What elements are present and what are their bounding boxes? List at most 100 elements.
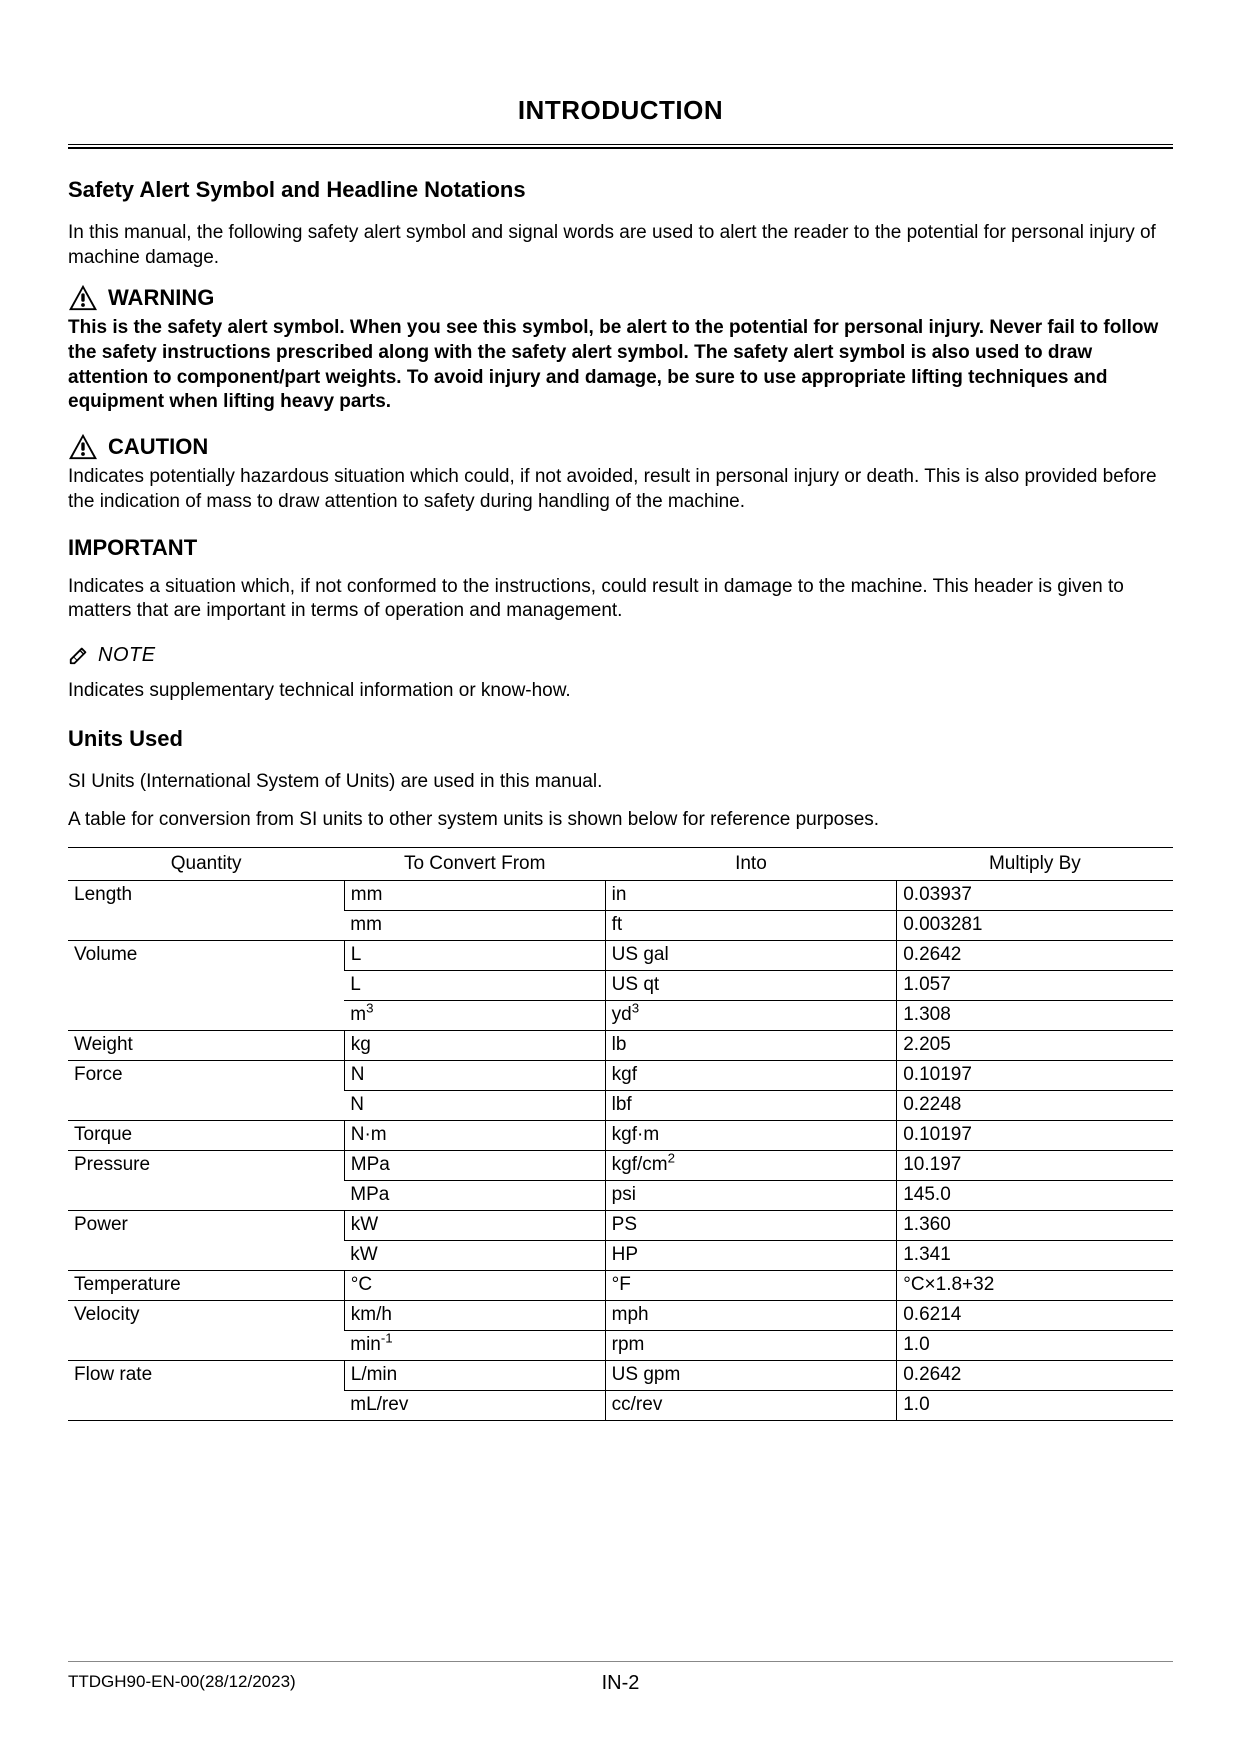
- cell-from: MPa: [344, 1180, 605, 1210]
- cell-multiply: 0.2642: [897, 940, 1173, 970]
- cell-multiply: 1.341: [897, 1240, 1173, 1270]
- table-row: Flow rateL/minUS gpm0.2642: [68, 1360, 1173, 1390]
- note-label: NOTE: [98, 644, 156, 667]
- cell-multiply: 0.10197: [897, 1120, 1173, 1150]
- table-row: Velocitykm/hmph0.6214: [68, 1300, 1173, 1330]
- cell-into: HP: [605, 1240, 897, 1270]
- th-quantity: Quantity: [68, 847, 344, 880]
- note-body: Indicates supplementary technical inform…: [68, 679, 1173, 704]
- cell-multiply: 2.205: [897, 1030, 1173, 1060]
- caution-header: CAUTION: [68, 433, 1173, 461]
- cell-into: rpm: [605, 1330, 897, 1360]
- warning-icon: [68, 284, 98, 312]
- units-p2: A table for conversion from SI units to …: [68, 808, 1173, 833]
- cell-multiply: 0.03937: [897, 880, 1173, 910]
- cell-multiply: 0.003281: [897, 910, 1173, 940]
- cell-multiply: 0.2248: [897, 1090, 1173, 1120]
- th-into: Into: [605, 847, 897, 880]
- table-row: PressureMPakgf/cm210.197: [68, 1150, 1173, 1180]
- cell-into: kgf/cm2: [605, 1150, 897, 1180]
- cell-into: US gal: [605, 940, 897, 970]
- cell-multiply: 1.057: [897, 970, 1173, 1000]
- cell-from: N: [344, 1060, 605, 1090]
- footer-page-number: IN-2: [602, 1672, 640, 1695]
- section-heading-safety: Safety Alert Symbol and Headline Notatio…: [68, 177, 1173, 203]
- cell-from: km/h: [344, 1300, 605, 1330]
- cell-quantity: Torque: [68, 1120, 344, 1150]
- cell-from: min-1: [344, 1330, 605, 1360]
- table-row: Lengthmmin0.03937: [68, 880, 1173, 910]
- cell-multiply: 1.360: [897, 1210, 1173, 1240]
- cell-from: MPa: [344, 1150, 605, 1180]
- page-title: INTRODUCTION: [68, 95, 1173, 145]
- cell-multiply: 1.308: [897, 1000, 1173, 1030]
- cell-into: in: [605, 880, 897, 910]
- cell-into: °F: [605, 1270, 897, 1300]
- cell-multiply: 0.6214: [897, 1300, 1173, 1330]
- cell-quantity: Power: [68, 1210, 344, 1270]
- cell-from: kW: [344, 1210, 605, 1240]
- table-row: Weightkglb2.205: [68, 1030, 1173, 1060]
- table-row: Temperature°C°F°C×1.8+32: [68, 1270, 1173, 1300]
- intro-paragraph: In this manual, the following safety ale…: [68, 221, 1173, 270]
- table-header-row: Quantity To Convert From Into Multiply B…: [68, 847, 1173, 880]
- cell-multiply: 1.0: [897, 1390, 1173, 1420]
- cell-into: kgf: [605, 1060, 897, 1090]
- cell-into: cc/rev: [605, 1390, 897, 1420]
- caution-icon: [68, 433, 98, 461]
- cell-multiply: 0.2642: [897, 1360, 1173, 1390]
- warning-header: WARNING: [68, 284, 1173, 312]
- note-icon: [68, 644, 90, 666]
- cell-quantity: Length: [68, 880, 344, 940]
- cell-multiply: 0.10197: [897, 1060, 1173, 1090]
- footer-doc-id: TTDGH90-EN-00(28/12/2023): [68, 1672, 296, 1692]
- cell-into: lbf: [605, 1090, 897, 1120]
- cell-from: kg: [344, 1030, 605, 1060]
- cell-into: psi: [605, 1180, 897, 1210]
- table-row: PowerkWPS1.360: [68, 1210, 1173, 1240]
- th-convert-from: To Convert From: [344, 847, 605, 880]
- section-heading-units: Units Used: [68, 726, 1173, 752]
- caution-label: CAUTION: [108, 434, 208, 460]
- cell-into: kgf·m: [605, 1120, 897, 1150]
- cell-quantity: Flow rate: [68, 1360, 344, 1420]
- cell-into: lb: [605, 1030, 897, 1060]
- cell-quantity: Volume: [68, 940, 344, 1030]
- cell-from: L: [344, 970, 605, 1000]
- cell-from: N: [344, 1090, 605, 1120]
- cell-from: N·m: [344, 1120, 605, 1150]
- cell-from: L/min: [344, 1360, 605, 1390]
- cell-quantity: Pressure: [68, 1150, 344, 1210]
- cell-multiply: 10.197: [897, 1150, 1173, 1180]
- warning-label: WARNING: [108, 285, 214, 311]
- cell-from: kW: [344, 1240, 605, 1270]
- cell-multiply: °C×1.8+32: [897, 1270, 1173, 1300]
- cell-from: mm: [344, 880, 605, 910]
- table-row: TorqueN·mkgf·m0.10197: [68, 1120, 1173, 1150]
- cell-into: ft: [605, 910, 897, 940]
- cell-from: °C: [344, 1270, 605, 1300]
- table-row: ForceNkgf0.10197: [68, 1060, 1173, 1090]
- cell-into: yd3: [605, 1000, 897, 1030]
- cell-from: mL/rev: [344, 1390, 605, 1420]
- cell-quantity: Force: [68, 1060, 344, 1120]
- important-body: Indicates a situation which, if not conf…: [68, 575, 1173, 624]
- caution-body: Indicates potentially hazardous situatio…: [68, 465, 1173, 514]
- cell-quantity: Velocity: [68, 1300, 344, 1360]
- cell-quantity: Weight: [68, 1030, 344, 1060]
- cell-into: PS: [605, 1210, 897, 1240]
- units-p1: SI Units (International System of Units)…: [68, 770, 1173, 795]
- important-label: IMPORTANT: [68, 535, 1173, 561]
- cell-into: mph: [605, 1300, 897, 1330]
- table-row: VolumeLUS gal0.2642: [68, 940, 1173, 970]
- warning-body: This is the safety alert symbol. When yo…: [68, 316, 1173, 415]
- cell-multiply: 145.0: [897, 1180, 1173, 1210]
- conversion-table: Quantity To Convert From Into Multiply B…: [68, 847, 1173, 1421]
- note-header: NOTE: [68, 644, 1173, 667]
- cell-multiply: 1.0: [897, 1330, 1173, 1360]
- page-footer: TTDGH90-EN-00(28/12/2023) IN-2: [68, 1661, 1173, 1692]
- cell-from: m3: [344, 1000, 605, 1030]
- th-multiply-by: Multiply By: [897, 847, 1173, 880]
- cell-from: mm: [344, 910, 605, 940]
- title-underline: [68, 147, 1173, 149]
